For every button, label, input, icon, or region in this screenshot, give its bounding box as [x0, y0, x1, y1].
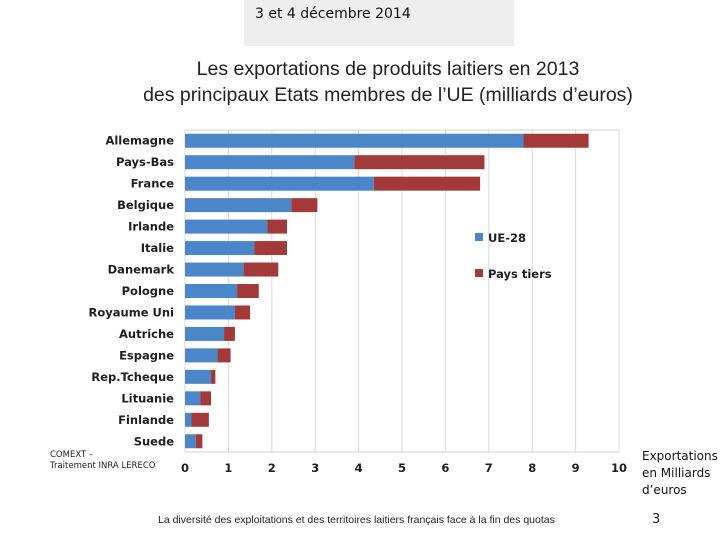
category-label: Autriche	[119, 327, 174, 341]
bar-ue28	[185, 391, 201, 406]
bar-pays-tiers	[291, 198, 318, 213]
bar-pays-tiers	[200, 391, 212, 406]
x-tick-label: 5	[398, 461, 406, 475]
category-label: Pays-Bas	[116, 155, 174, 169]
bar-pays-tiers	[217, 348, 231, 363]
bar-pays-tiers	[195, 434, 203, 449]
bar-pays-tiers	[234, 305, 251, 320]
footer-text: La diversité des exploitations et des te…	[158, 514, 555, 526]
bar-ue28	[185, 369, 212, 384]
unit-note: Exportations en Milliards d’euros	[642, 448, 718, 499]
bar-ue28	[185, 326, 225, 341]
unit-line-3: d’euros	[642, 483, 687, 497]
bar-pays-tiers	[267, 219, 287, 234]
category-label: Belgique	[117, 198, 174, 212]
bar-ue28	[185, 155, 355, 170]
source-note: COMEXT – Traitement INRA LERECO	[50, 450, 155, 472]
category-label: Danemark	[108, 263, 175, 277]
date-label: 3 et 4 décembre 2014	[255, 6, 411, 22]
bar-ue28	[185, 412, 192, 427]
category-label: Allemagne	[105, 134, 174, 148]
unit-line-2: en Milliards	[642, 466, 711, 480]
bar-ue28	[185, 284, 238, 298]
category-label: Irlande	[128, 220, 174, 234]
x-tick-label: 9	[572, 461, 580, 475]
x-tick-label: 4	[355, 461, 363, 475]
bar-ue28	[185, 176, 374, 191]
bar-pays-tiers	[354, 155, 485, 170]
bar-pays-tiers	[191, 412, 209, 427]
bar-ue28	[185, 133, 524, 148]
x-tick-label: 3	[311, 461, 319, 475]
category-label: Finlande	[118, 413, 174, 427]
bar-pays-tiers	[373, 176, 481, 191]
category-label: France	[131, 177, 175, 191]
bar-pays-tiers	[254, 241, 287, 256]
bar-ue28	[185, 262, 244, 277]
bar-pays-tiers	[237, 284, 259, 298]
category-label: Rep.Tcheque	[91, 370, 174, 384]
source-line-1: COMEXT –	[50, 450, 94, 460]
category-label: Lituanie	[121, 391, 174, 405]
category-labels: Allemagne Pays-Bas France Belgique Irlande It…	[89, 134, 175, 449]
legend-swatch	[475, 269, 483, 277]
title-line-1: Les exportations de produits laitiers en…	[196, 58, 580, 80]
x-tick-label: 1	[224, 461, 232, 475]
category-label: Royaume Uni	[89, 305, 174, 319]
category-label: Suede	[134, 434, 175, 448]
category-label: Espagne	[119, 348, 174, 362]
bar-ue28	[185, 241, 255, 256]
x-tick-label: 0	[181, 461, 189, 475]
x-tick-label: 7	[485, 461, 493, 475]
bar-ue28	[185, 219, 268, 234]
unit-line-1: Exportations	[642, 449, 718, 463]
legend: UE-28 Pays tiers	[475, 231, 552, 281]
bar-pays-tiers	[224, 326, 235, 341]
category-label: Pologne	[122, 284, 175, 298]
legend-swatch	[475, 233, 483, 241]
bar-pays-tiers	[211, 369, 216, 384]
bar-ue28	[185, 348, 218, 363]
bars-layer	[185, 133, 589, 449]
x-tick-label: 8	[528, 461, 536, 475]
x-tick-label: 10	[611, 461, 627, 475]
legend-label: UE-28	[488, 231, 526, 245]
bar-ue28	[185, 434, 196, 449]
bar-ue28	[185, 198, 292, 213]
x-tick-label: 2	[268, 461, 276, 475]
title-line-2: des principaux Etats membres de l’UE (mi…	[143, 84, 633, 106]
legend-label: Pays tiers	[488, 267, 552, 281]
bar-ue28	[185, 305, 235, 320]
slide-title: Les exportations de produits laitiers en…	[0, 56, 720, 108]
bar-pays-tiers	[523, 133, 589, 148]
x-tick-labels: 0 1 2 3 4 5 6 7 8 9 10	[181, 461, 627, 475]
category-label: Italie	[141, 241, 174, 255]
x-tick-label: 6	[441, 461, 449, 475]
date-banner	[244, 0, 514, 46]
page-number: 3	[652, 512, 661, 527]
source-line-2: Traitement INRA LERECO	[50, 461, 156, 471]
bar-pays-tiers	[243, 262, 279, 277]
